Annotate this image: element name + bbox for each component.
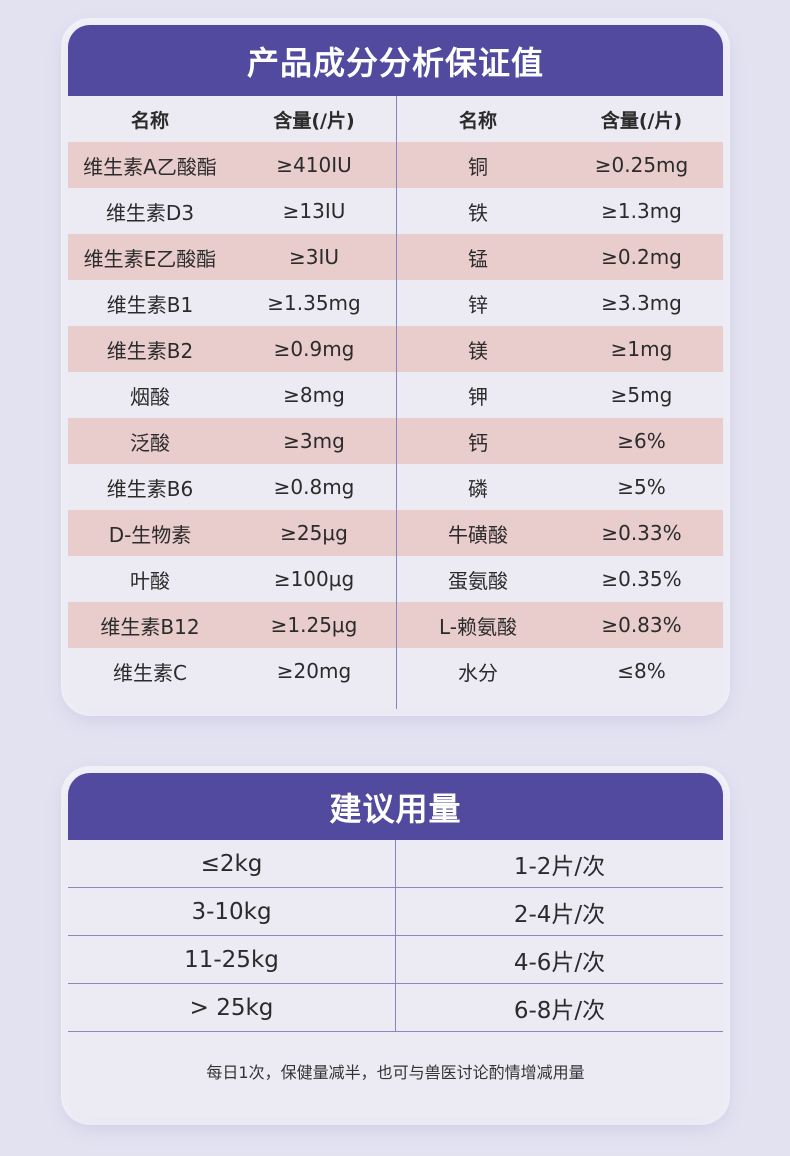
dosage-row: 11-25kg 4-6片/次 bbox=[68, 936, 723, 984]
dosage-row: ≤2kg 1-2片/次 bbox=[68, 840, 723, 888]
ingredient-name: 维生素D3 bbox=[105, 200, 195, 225]
ingredient-amount: ≤8% bbox=[617, 659, 666, 683]
column-divider bbox=[396, 96, 397, 709]
weight-range: 3-10kg bbox=[68, 888, 396, 935]
ingredient-amount: ≥1.25μg bbox=[270, 613, 358, 637]
ingredient-name: 蛋氨酸 bbox=[448, 568, 508, 593]
ingredient-amount: ≥6% bbox=[617, 429, 666, 453]
ingredient-name: 烟酸 bbox=[130, 384, 170, 409]
ingredient-amount: ≥5mg bbox=[610, 383, 673, 407]
ingredient-amount: ≥410IU bbox=[276, 153, 352, 177]
dosage-note: 每日1次，保健量减半，也可与兽医讨论酌情增减用量 bbox=[206, 1063, 585, 1082]
ingredient-amount: ≥3.3mg bbox=[601, 291, 682, 315]
header-content-left: 含量(/片) bbox=[273, 109, 355, 132]
ingredient-name: 维生素A乙酸酯 bbox=[83, 154, 217, 179]
ingredient-amount: ≥1.3mg bbox=[601, 199, 682, 223]
ingredient-amount: ≥8mg bbox=[283, 383, 345, 407]
ingredient-name: 镁 bbox=[468, 338, 488, 363]
ingredient-name: 维生素B1 bbox=[106, 292, 194, 317]
composition-title: 产品成分分析保证值 bbox=[68, 25, 723, 96]
ingredient-name: 维生素E乙酸酯 bbox=[83, 246, 217, 271]
ingredient-amount: ≥5% bbox=[617, 475, 666, 499]
dosage-row: 3-10kg 2-4片/次 bbox=[68, 888, 723, 936]
ingredient-name: 铜 bbox=[468, 154, 488, 179]
ingredient-amount: ≥3IU bbox=[288, 245, 340, 269]
ingredient-amount: ≥0.9mg bbox=[273, 337, 355, 361]
ingredient-amount: ≥13IU bbox=[282, 199, 346, 223]
weight-range: > 25kg bbox=[68, 984, 396, 1031]
table-row: 烟酸 ≥8mg 钾 ≥5mg bbox=[68, 372, 723, 418]
ingredient-name: D-生物素 bbox=[108, 522, 192, 547]
ingredient-name: 磷 bbox=[468, 476, 488, 501]
ingredient-name: 维生素B2 bbox=[106, 338, 194, 363]
dose-amount: 6-8片/次 bbox=[513, 997, 606, 1024]
table-row: 维生素C ≥20mg 水分 ≤8% bbox=[68, 648, 723, 694]
ingredient-amount: ≥0.83% bbox=[601, 613, 682, 637]
ingredient-name: 叶酸 bbox=[130, 568, 170, 593]
table-row: D-生物素 ≥25μg 牛磺酸 ≥0.33% bbox=[68, 510, 723, 556]
ingredient-amount: ≥0.35% bbox=[601, 567, 682, 591]
dosage-title: 建议用量 bbox=[68, 773, 723, 840]
dose-amount: 2-4片/次 bbox=[513, 901, 606, 928]
table-row: 维生素B2 ≥0.9mg 镁 ≥1mg bbox=[68, 326, 723, 372]
ingredient-amount: ≥0.8mg bbox=[273, 475, 355, 499]
ingredient-amount: ≥20mg bbox=[276, 659, 352, 683]
ingredient-amount: ≥1mg bbox=[610, 337, 673, 361]
ingredient-name: 维生素B6 bbox=[106, 476, 194, 501]
table-row: 维生素E乙酸酯 ≥3IU 锰 ≥0.2mg bbox=[68, 234, 723, 280]
table-row: 维生素D3 ≥13IU 铁 ≥1.3mg bbox=[68, 188, 723, 234]
ingredient-name: L-赖氨酸 bbox=[438, 614, 517, 639]
ingredient-name: 牛磺酸 bbox=[448, 522, 508, 547]
ingredient-name: 锰 bbox=[468, 246, 488, 271]
ingredient-name: 钙 bbox=[468, 430, 488, 455]
ingredient-amount: ≥0.2mg bbox=[601, 245, 682, 269]
header-content-right: 含量(/片) bbox=[600, 109, 683, 132]
ingredient-name: 铁 bbox=[468, 200, 488, 225]
weight-range: ≤2kg bbox=[68, 840, 396, 887]
weight-range: 11-25kg bbox=[68, 936, 396, 983]
ingredient-name: 锌 bbox=[468, 292, 488, 317]
composition-table: 名称 含量(/片) 名称 含量(/片) 维生素A乙酸酯 ≥410IU 铜 ≥0.25m… bbox=[68, 96, 723, 709]
table-row: 叶酸 ≥100μg 蛋氨酸 ≥0.35% bbox=[68, 556, 723, 602]
dosage-table: ≤2kg 1-2片/次 3-10kg 2-4片/次 11-25kg 4-6片/次 > 25k… bbox=[68, 840, 723, 1032]
ingredient-name: 维生素B12 bbox=[100, 614, 200, 639]
table-row: 维生素B1 ≥1.35mg 锌 ≥3.3mg bbox=[68, 280, 723, 326]
table-row: 维生素B12 ≥1.25μg L-赖氨酸 ≥0.83% bbox=[68, 602, 723, 648]
ingredient-name: 钾 bbox=[468, 384, 488, 409]
ingredient-name: 维生素C bbox=[113, 660, 187, 685]
table-row: 维生素A乙酸酯 ≥410IU 铜 ≥0.25mg bbox=[68, 142, 723, 188]
ingredient-name: 水分 bbox=[458, 660, 498, 685]
ingredient-amount: ≥100μg bbox=[273, 567, 355, 591]
composition-card: 产品成分分析保证值 名称 含量(/片) 名称 含量(/片) 维生素A乙酸酯 ≥41… bbox=[68, 25, 723, 709]
dosage-card: 建议用量 ≤2kg 1-2片/次 3-10kg 2-4片/次 11-25kg 4-6片/次… bbox=[68, 773, 723, 1118]
header-name-left: 名称 bbox=[130, 109, 169, 132]
table-row: 维生素B6 ≥0.8mg 磷 ≥5% bbox=[68, 464, 723, 510]
header-name-right: 名称 bbox=[458, 109, 497, 132]
ingredient-amount: ≥3mg bbox=[283, 429, 345, 453]
dose-amount: 4-6片/次 bbox=[513, 949, 606, 976]
dosage-row: > 25kg 6-8片/次 bbox=[68, 984, 723, 1032]
ingredient-amount: ≥0.33% bbox=[601, 521, 682, 545]
dose-amount: 1-2片/次 bbox=[513, 853, 606, 880]
table-row: 泛酸 ≥3mg 钙 ≥6% bbox=[68, 418, 723, 464]
ingredient-amount: ≥1.35mg bbox=[267, 291, 361, 315]
table-body: 维生素A乙酸酯 ≥410IU 铜 ≥0.25mg 维生素D3 ≥13IU 铁 ≥1.3mg 维生… bbox=[68, 142, 723, 694]
ingredient-amount: ≥25μg bbox=[280, 521, 348, 545]
ingredient-amount: ≥0.25mg bbox=[594, 153, 689, 177]
ingredient-name: 泛酸 bbox=[130, 430, 170, 455]
table-header-row: 名称 含量(/片) 名称 含量(/片) bbox=[68, 96, 723, 142]
